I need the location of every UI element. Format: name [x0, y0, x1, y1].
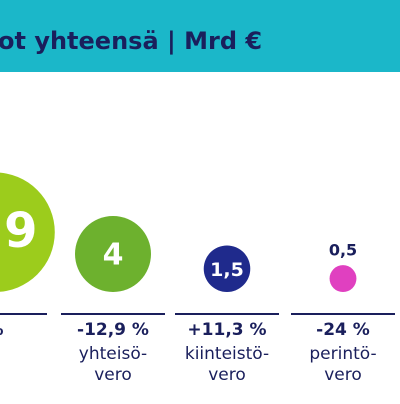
change-label: % [0, 320, 4, 340]
category-label: kiinteistö- [185, 344, 269, 364]
category-label: perintö- [309, 344, 376, 364]
category-label: vero [208, 365, 246, 385]
bubble [329, 265, 357, 292]
change-label: -24 % [316, 320, 370, 340]
category-label: vero [324, 365, 362, 385]
category-label: vero [94, 365, 132, 385]
header-bar [0, 0, 400, 72]
change-label: +11,3 % [187, 320, 266, 340]
change-label: -12,9 % [77, 320, 149, 340]
bubble [0, 172, 55, 292]
value-label: 9,9 [0, 203, 38, 259]
bubble [203, 245, 251, 292]
category-label: yhteisö- [79, 344, 147, 364]
title: ot yhteensä | Mrd € [0, 27, 262, 55]
value-label: 1,5 [210, 259, 244, 281]
value-label: 0,5 [329, 241, 357, 260]
bubble [75, 216, 151, 292]
value-label: 4 [103, 238, 124, 273]
